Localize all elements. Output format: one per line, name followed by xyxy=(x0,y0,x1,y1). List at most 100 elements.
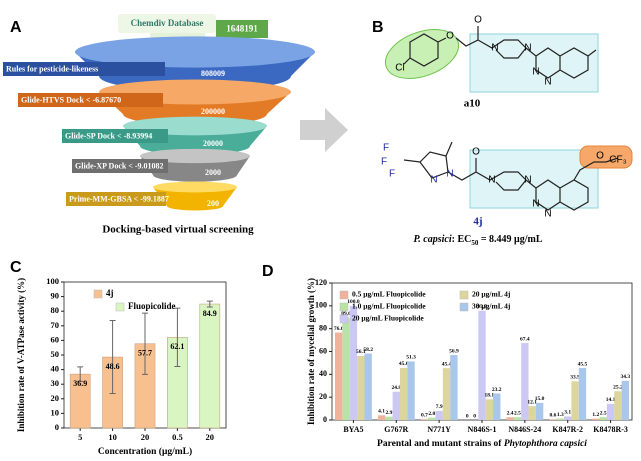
atom: N xyxy=(488,175,495,186)
value-label: 100.0 xyxy=(347,299,360,305)
legend-label: 1.0 μg/mL Fluopicolide xyxy=(352,302,426,311)
bar xyxy=(357,355,365,420)
activity: P. capsici: EC50 = 8.449 μg/mL xyxy=(413,234,542,246)
legend-label: 30 μg/mL 4j xyxy=(472,302,511,311)
value-label: 51.3 xyxy=(406,355,416,361)
atom: O xyxy=(472,147,480,158)
step-label: Glide-SP Dock < -8.93994 xyxy=(65,131,152,140)
atom: CF₃ xyxy=(609,155,626,166)
atom: N xyxy=(446,169,453,180)
value-label: 12.1 xyxy=(527,399,537,405)
step-label: Glide-XP Dock < -9.01082 xyxy=(75,161,164,170)
source-tab xyxy=(118,14,216,33)
step-count: 808009 xyxy=(201,69,225,78)
value-label: 45.4 xyxy=(442,361,452,367)
value-label: 24.8 xyxy=(391,385,401,391)
atom: N xyxy=(532,199,539,210)
error-bar xyxy=(77,366,84,382)
atom: N xyxy=(544,209,551,220)
y-tick-label: 30 xyxy=(51,378,60,388)
value-label: 23.2 xyxy=(492,387,502,393)
value-label: 1.2 xyxy=(592,412,599,418)
bar xyxy=(599,417,607,420)
legend-label: 0.5 μg/mL Fluopicolide xyxy=(352,290,426,299)
y-tick-label: 100 xyxy=(46,276,59,286)
step-box xyxy=(3,62,165,76)
value-label: 4.1 xyxy=(378,409,385,415)
highlight xyxy=(385,29,459,79)
subscript: 50 xyxy=(471,239,479,247)
bar xyxy=(435,410,443,420)
error-bar xyxy=(142,312,148,375)
legend-swatch xyxy=(339,290,349,300)
value-label: 76.6 xyxy=(334,326,344,332)
value-label: 7.9 xyxy=(436,404,443,410)
value-label: 67.4 xyxy=(520,336,530,342)
x-tick-label: 5 xyxy=(78,432,82,442)
bonds xyxy=(403,26,597,79)
funnel-rim xyxy=(153,181,237,193)
legend-swatch xyxy=(339,314,349,324)
value-label: 14.1 xyxy=(606,397,616,403)
value-label: 56.9 xyxy=(449,348,459,354)
bar xyxy=(564,416,572,420)
bar xyxy=(428,417,436,420)
value-label: 45.6 xyxy=(399,361,409,367)
value-label: 2.5 xyxy=(600,410,607,416)
value-label: 25.2 xyxy=(613,384,623,390)
x-tick-label: BYA5 xyxy=(343,425,363,434)
x-axis-title-part: Parental and mutant strains of xyxy=(377,439,504,449)
species: P. capsici xyxy=(413,234,451,245)
x-tick-label: N771Y xyxy=(427,425,451,434)
bar xyxy=(364,353,372,420)
value-label: 3.1 xyxy=(564,410,571,416)
value-label: 84.9 xyxy=(203,309,217,318)
value-label: 0.6 xyxy=(550,413,557,419)
atom: F xyxy=(389,169,395,180)
y-tick-label: 40 xyxy=(319,369,327,378)
bar xyxy=(535,402,544,420)
legend-swatch xyxy=(459,290,469,300)
step-box xyxy=(66,192,166,206)
legend-swatch xyxy=(339,302,349,312)
atom: O xyxy=(446,31,454,42)
error-bar xyxy=(174,307,181,368)
step-label: Glide-HTVS Dock < -6.87670 xyxy=(21,95,121,104)
value-label: 33.9 xyxy=(570,375,580,381)
legend-label: 20 μg/mL 4j xyxy=(472,290,511,299)
panel-label: C xyxy=(10,259,22,276)
bar xyxy=(521,343,529,420)
x-tick-label: 0.5 xyxy=(172,432,183,442)
value-label: 2.5 xyxy=(514,410,521,416)
atom: F xyxy=(383,143,389,154)
activity-text: : EC xyxy=(452,234,472,245)
atom: N xyxy=(544,77,551,88)
value-label: 58.2 xyxy=(363,347,373,353)
y-tick-label: 10 xyxy=(51,407,60,417)
atom: N xyxy=(430,175,437,186)
y-tick-label: 60 xyxy=(51,334,60,344)
step-count: 2000 xyxy=(205,168,221,177)
x-axis-title: Parental and mutant strains of Phytophth… xyxy=(377,439,587,449)
x-tick-label: N846S-24 xyxy=(508,425,541,434)
y-tick-label: 90 xyxy=(51,291,60,301)
bar xyxy=(592,418,600,420)
funnel-title: Docking-based virtual screening xyxy=(102,224,254,236)
value-label: 95.7 xyxy=(477,304,487,310)
y-tick-label: 100 xyxy=(315,301,327,310)
y-tick-label: 50 xyxy=(51,349,60,359)
arrow xyxy=(300,108,348,152)
bar xyxy=(407,361,415,420)
atom: O xyxy=(474,15,482,26)
y-axis-title: Inhibition rate of mycelial growth (%) xyxy=(306,278,316,425)
y-tick-label: 0 xyxy=(323,415,327,424)
atom: O xyxy=(596,151,604,162)
error-bar xyxy=(109,320,116,395)
value-label: 15.0 xyxy=(535,396,545,402)
value-label: 57.7 xyxy=(138,349,152,358)
atom: Cl xyxy=(395,63,404,74)
bar xyxy=(621,380,629,420)
bar xyxy=(485,399,494,420)
value-label: 1.3 xyxy=(557,412,564,418)
